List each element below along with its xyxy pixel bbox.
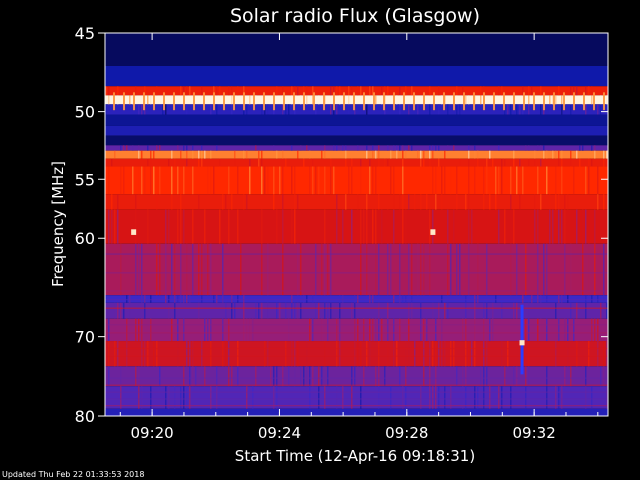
band-3 [105, 95, 608, 105]
band-6 [105, 125, 608, 136]
band-2 [105, 86, 608, 96]
x-tick-label-09:32: 09:32 [513, 424, 556, 442]
event-bright-spot-2 [131, 229, 137, 235]
y-axis-label: Frequency [MHz] [49, 161, 67, 287]
band-7 [105, 135, 608, 146]
spectrogram-texture [105, 86, 608, 409]
band-11 [105, 166, 608, 195]
x-axis: 09:20 09:24 09:28 09:32 [119, 33, 599, 442]
band-12 [105, 194, 608, 210]
band-8 [105, 145, 608, 151]
band-1 [105, 65, 608, 87]
band-14 [105, 243, 608, 296]
band-4 [105, 104, 608, 115]
band-13 [105, 209, 608, 244]
y-tick-label-70: 70 [75, 328, 95, 347]
spectrogram-heatmap [105, 33, 608, 416]
band-19 [105, 366, 608, 387]
band-21 [105, 408, 608, 416]
y-axis: 45 50 55 60 70 80 [75, 24, 608, 426]
y-tick-label-45: 45 [75, 24, 95, 43]
band-15 [105, 295, 608, 303]
event-blue-spike-0 [520, 304, 524, 375]
band-9 [105, 150, 608, 159]
chart-title: Solar radio Flux (Glasgow) [230, 5, 480, 27]
y-tick-label-80: 80 [75, 407, 95, 426]
band-10 [105, 158, 608, 167]
event-bright-spot-3 [430, 229, 436, 235]
band-17 [105, 318, 608, 342]
footer-updated: Updated Thu Feb 22 01:33:53 2018 [2, 470, 145, 479]
y-tick-label-55: 55 [75, 170, 95, 189]
y-tick-label-50: 50 [75, 103, 95, 122]
x-tick-label-09:20: 09:20 [130, 424, 173, 442]
band-5 [105, 114, 608, 126]
plot-frame [104, 32, 609, 417]
band-16 [105, 302, 608, 319]
event-bright-spot-1 [519, 340, 525, 346]
x-tick-label-09:28: 09:28 [385, 424, 428, 442]
band-18 [105, 341, 608, 367]
band-0 [105, 33, 608, 66]
y-tick-label-60: 60 [75, 229, 95, 248]
x-axis-label: Start Time (12-Apr-16 09:18:31) [235, 447, 475, 465]
x-tick-label-09:24: 09:24 [258, 424, 301, 442]
